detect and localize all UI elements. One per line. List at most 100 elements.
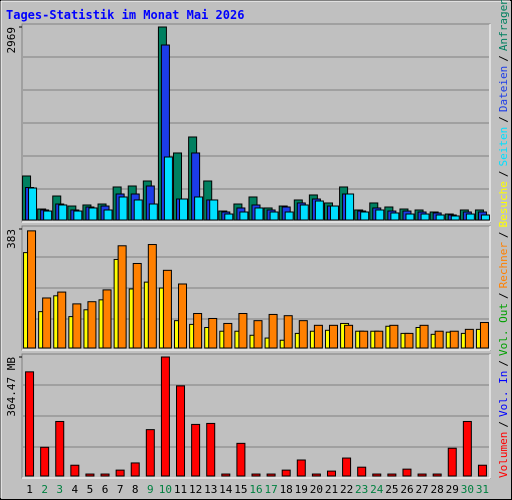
y-tick-label: 383 bbox=[5, 229, 18, 249]
bar bbox=[253, 320, 263, 349]
legend-label: Rechner bbox=[497, 242, 510, 289]
x-tick-label: 16 bbox=[249, 483, 262, 496]
bar bbox=[389, 324, 399, 349]
bar bbox=[42, 297, 52, 349]
x-tick-label: 13 bbox=[204, 483, 217, 496]
legend-label: Vol. Out bbox=[497, 303, 510, 356]
bar bbox=[178, 283, 188, 349]
bar bbox=[328, 324, 338, 349]
x-tick-label: 9 bbox=[147, 483, 154, 496]
bar bbox=[326, 470, 336, 477]
x-tick-label: 14 bbox=[219, 483, 233, 496]
y-tick-label: 364.47 MB bbox=[5, 357, 18, 417]
x-tick-label: 5 bbox=[87, 483, 94, 496]
bar bbox=[224, 213, 234, 221]
bar bbox=[85, 473, 95, 477]
x-tick-label: 18 bbox=[280, 483, 293, 496]
x-tick-label: 2 bbox=[41, 483, 48, 496]
bar bbox=[374, 330, 384, 349]
bar bbox=[27, 230, 37, 349]
bar bbox=[375, 209, 385, 221]
bar bbox=[254, 207, 264, 221]
bar bbox=[387, 473, 397, 477]
bar bbox=[25, 371, 35, 477]
bar bbox=[208, 317, 218, 349]
bar bbox=[100, 473, 110, 477]
bar bbox=[193, 313, 203, 349]
bar bbox=[404, 332, 414, 349]
bar bbox=[313, 324, 323, 349]
x-tick-label: 8 bbox=[132, 483, 139, 496]
legend-separator: / bbox=[497, 55, 510, 62]
legend-label: Anfragen bbox=[497, 0, 510, 51]
bar bbox=[130, 462, 140, 477]
legend-label: Besuche bbox=[497, 181, 510, 227]
bar bbox=[344, 324, 354, 349]
bar bbox=[269, 211, 279, 221]
bar bbox=[88, 207, 98, 221]
legend-separator: / bbox=[497, 231, 510, 238]
x-tick-label: 12 bbox=[189, 483, 202, 496]
bar bbox=[73, 210, 83, 221]
bar bbox=[345, 193, 355, 221]
x-tick-label: 6 bbox=[102, 483, 109, 496]
bar bbox=[435, 214, 445, 221]
bar bbox=[357, 466, 367, 477]
bar bbox=[462, 420, 472, 477]
x-tick-label: 3 bbox=[56, 483, 63, 496]
chart-title: Tages-Statistik im Monat Mai 2026 bbox=[6, 8, 244, 22]
x-tick-label: 27 bbox=[415, 483, 428, 496]
x-tick-label: 4 bbox=[72, 483, 79, 496]
bar bbox=[464, 328, 474, 349]
bar bbox=[434, 330, 444, 349]
bar bbox=[117, 245, 127, 349]
x-tick-label: 24 bbox=[370, 483, 384, 496]
bar bbox=[480, 214, 490, 221]
y-tick-label: 2969 bbox=[5, 27, 18, 54]
bar bbox=[449, 330, 459, 349]
bar bbox=[176, 385, 186, 477]
bar bbox=[266, 473, 276, 477]
bar bbox=[40, 446, 50, 477]
bar bbox=[477, 464, 487, 477]
x-tick-label: 30 bbox=[461, 483, 474, 496]
legend-separator: / bbox=[497, 360, 510, 367]
bar bbox=[223, 322, 233, 349]
bar bbox=[70, 464, 80, 477]
bar bbox=[329, 205, 339, 221]
bar bbox=[238, 313, 248, 349]
bar bbox=[405, 213, 415, 221]
bar bbox=[420, 213, 430, 221]
x-tick-label: 28 bbox=[431, 483, 444, 496]
x-tick-label: 22 bbox=[340, 483, 353, 496]
bar bbox=[239, 211, 249, 221]
bar bbox=[283, 315, 293, 349]
bar bbox=[298, 320, 308, 349]
bar bbox=[72, 303, 82, 349]
bar bbox=[43, 210, 53, 221]
bar bbox=[103, 209, 113, 221]
x-tick-label: 21 bbox=[325, 483, 338, 496]
bar bbox=[311, 473, 321, 477]
x-tick-label: 31 bbox=[476, 483, 489, 496]
x-tick-label: 19 bbox=[295, 483, 308, 496]
x-tick-label: 29 bbox=[446, 483, 459, 496]
bar bbox=[163, 156, 173, 221]
x-tick-label: 23 bbox=[355, 483, 368, 496]
bar bbox=[221, 473, 231, 477]
bar bbox=[147, 244, 157, 349]
bar bbox=[102, 289, 112, 349]
bar bbox=[296, 459, 306, 477]
x-tick-label: 17 bbox=[264, 483, 277, 496]
legend-label: Vol. In bbox=[497, 371, 510, 417]
x-tick-label: 20 bbox=[310, 483, 323, 496]
bar bbox=[419, 324, 429, 349]
x-tick-label: 15 bbox=[234, 483, 247, 496]
bar bbox=[162, 269, 172, 349]
x-tick-label: 25 bbox=[385, 483, 398, 496]
bar bbox=[390, 212, 400, 221]
bar bbox=[57, 291, 67, 349]
bar bbox=[479, 322, 489, 349]
bar bbox=[465, 213, 475, 221]
